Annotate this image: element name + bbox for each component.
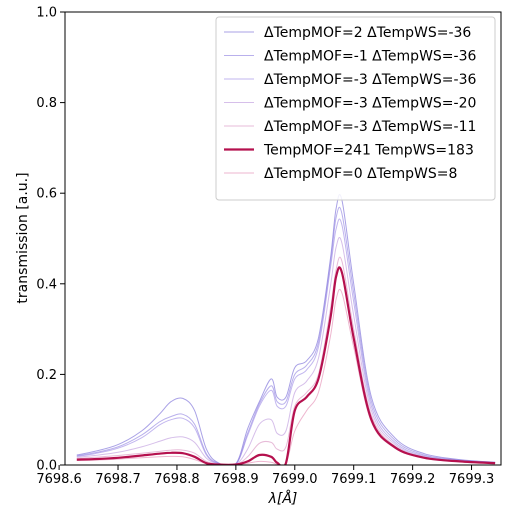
- series-line-5: [76, 266, 496, 465]
- x-tick-label: 7699.0: [272, 472, 318, 487]
- y-tick-label: 1.0: [36, 6, 57, 21]
- legend-box: [215, 16, 496, 201]
- y-tick-label: 0.6: [36, 187, 57, 202]
- series-line-4: [76, 256, 496, 465]
- legend-label-0: ΔTempMOF=2 ΔTempWS=-36: [264, 25, 471, 41]
- legend-label-4: ΔTempMOF=-3 ΔTempWS=-11: [264, 119, 476, 135]
- x-tick-label: 7698.6: [36, 472, 82, 487]
- y-axis-label: transmission [a.u.]: [15, 172, 31, 303]
- x-tick-label: 7699.1: [331, 472, 377, 487]
- series-lines: [76, 194, 496, 465]
- series-line-3: [76, 236, 496, 465]
- plot-frame: [64, 11, 502, 466]
- legend-label-6: ΔTempMOF=0 ΔTempWS=8: [264, 166, 457, 182]
- y-tick-label: 0.2: [36, 368, 57, 383]
- y-tick-label: 0.4: [36, 277, 57, 292]
- x-tick-label: 7698.8: [154, 472, 200, 487]
- x-axis-ticks: 7698.6 7698.7 7698.8 7698.9 7699.0 7699.1 7699…: [36, 465, 494, 487]
- legend-label-2: ΔTempMOF=-3 ΔTempWS=-36: [264, 72, 476, 88]
- x-tick-label: 7698.9: [213, 472, 259, 487]
- x-axis-label: λ[Å]: [268, 490, 298, 507]
- y-tick-label: 0.8: [36, 96, 57, 111]
- legend-label-3: ΔTempMOF=-3 ΔTempWS=-20: [264, 96, 476, 112]
- x-tick-label: 7699.2: [390, 472, 436, 487]
- x-tick-label: 7698.7: [95, 472, 141, 487]
- series-line-2: [76, 218, 496, 465]
- x-tick-label: 7699.3: [449, 472, 495, 487]
- legend-label-1: ΔTempMOF=-1 ΔTempWS=-36: [264, 49, 476, 65]
- legend-label-5: TempMOF=241 TempWS=183: [263, 143, 474, 159]
- y-tick-label: 0.0: [36, 459, 57, 474]
- y-axis-ticks: 0.0 0.2 0.4 0.6 0.8 1.0: [36, 6, 65, 474]
- series-line-0: [76, 194, 496, 465]
- legend: ΔTempMOF=2 ΔTempWS=-36 ΔTempMOF=-1 ΔTempW…: [215, 16, 496, 201]
- series-line-1: [76, 206, 496, 465]
